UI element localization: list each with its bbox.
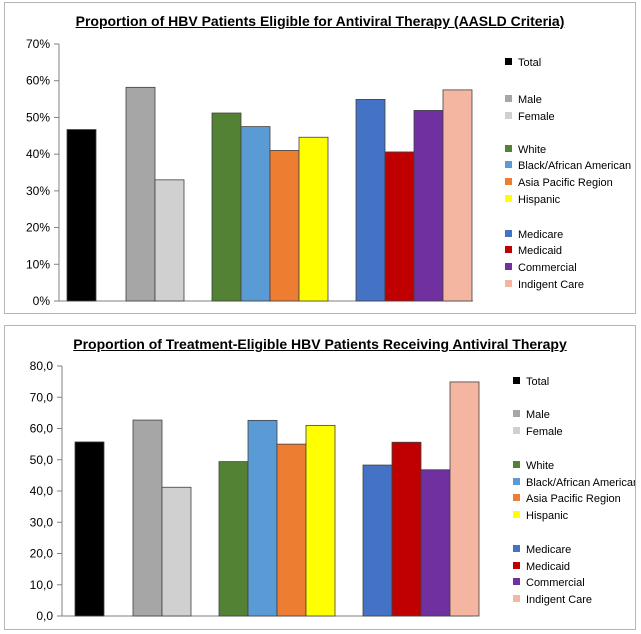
- chart-title: Proportion of Treatment-Eligible HBV Pat…: [73, 336, 567, 352]
- legend-label: Indigent Care: [526, 594, 592, 606]
- legend-label: Total: [518, 57, 541, 69]
- bar-hispanic: [298, 136, 329, 302]
- y-tick-label: 70,0: [30, 390, 54, 404]
- bar-male: [125, 86, 156, 302]
- legend-swatch: [513, 595, 520, 602]
- y-tick-label: 20,0: [30, 547, 54, 561]
- legend-swatch: [505, 161, 512, 168]
- legend-label: Black/African American: [518, 160, 631, 172]
- legend-label: Hispanic: [526, 510, 569, 522]
- bar-asia-pacific-region: [269, 150, 300, 302]
- legend-label: Male: [526, 409, 550, 421]
- y-tick-label: 70%: [26, 37, 50, 51]
- bar-white: [218, 461, 249, 617]
- bar-commercial: [413, 110, 444, 302]
- legend-label: White: [518, 144, 546, 156]
- legend-label: Black/African American: [526, 477, 635, 489]
- y-tick-label: 20%: [26, 221, 50, 235]
- legend-label: Commercial: [526, 577, 585, 589]
- legend-swatch: [513, 494, 520, 501]
- y-tick-label: 50,0: [30, 453, 54, 467]
- y-tick-label: 50%: [26, 110, 50, 124]
- bar-male: [132, 419, 163, 617]
- legend-swatch: [505, 95, 512, 102]
- legend-swatch: [513, 578, 520, 585]
- legend-swatch: [505, 58, 512, 65]
- chart-panel-treatment: Proportion of Treatment-Eligible HBV Pat…: [4, 325, 639, 630]
- legend-swatch: [505, 263, 512, 270]
- legend-label: Female: [526, 426, 563, 438]
- chart-panel-eligibility: Proportion of HBV Patients Eligible for …: [4, 2, 636, 314]
- bar-indigent-care: [442, 89, 473, 302]
- legend-label: Asia Pacific Region: [518, 177, 613, 189]
- chart-title: Proportion of HBV Patients Eligible for …: [75, 13, 565, 29]
- bar-total: [74, 441, 105, 617]
- bar-female: [161, 486, 192, 617]
- bar-medicaid: [384, 151, 415, 302]
- bar-medicaid: [391, 441, 422, 617]
- bar-medicare: [355, 99, 386, 302]
- legend-swatch: [505, 112, 512, 119]
- legend-swatch: [513, 410, 520, 417]
- bar-black-african-american: [240, 126, 271, 302]
- bar-black-african-american: [247, 419, 278, 617]
- legend-label: Asia Pacific Region: [526, 493, 621, 505]
- y-tick-label: 40,0: [30, 484, 54, 498]
- legend-swatch: [505, 178, 512, 185]
- legend-label: Indigent Care: [518, 279, 584, 291]
- legend-swatch: [513, 377, 520, 384]
- legend-label: Male: [518, 94, 542, 106]
- legend-swatch: [513, 461, 520, 468]
- legend-label: Female: [518, 111, 555, 123]
- bar-medicare: [362, 464, 393, 617]
- bar-total: [66, 129, 97, 302]
- bar-female: [154, 179, 185, 302]
- legend-swatch: [505, 230, 512, 237]
- legend-swatch: [505, 195, 512, 202]
- bar-asia-pacific-region: [276, 443, 307, 617]
- legend-label: Medicare: [526, 544, 571, 556]
- legend-swatch: [513, 562, 520, 569]
- bar-commercial: [420, 469, 451, 617]
- legend-swatch: [505, 145, 512, 152]
- bar-indigent-care: [449, 381, 480, 617]
- eligibility-bar-chart: 0% 10% 20% 30% 40% 50% 60% 70% Total Male Female Wh…: [26, 37, 631, 308]
- legend-label: Medicaid: [518, 245, 562, 257]
- y-tick-label: 60,0: [30, 422, 54, 436]
- y-tick-label: 40%: [26, 147, 50, 161]
- legend-label: Commercial: [518, 262, 577, 274]
- legend-label: Total: [526, 376, 549, 388]
- y-tick-label: 10,0: [30, 578, 54, 592]
- treatment-bar-chart: 0,0 10,0 20,0 30,0 40,0 50,0 60,0 70,0 80,0 Total…: [30, 359, 639, 623]
- legend-swatch: [513, 427, 520, 434]
- y-tick-label: 0,0: [36, 609, 53, 623]
- legend-label: Medicare: [518, 229, 563, 241]
- legend-swatch: [513, 478, 520, 485]
- legend-label: White: [526, 460, 554, 472]
- y-tick-label: 0%: [33, 294, 51, 308]
- y-tick-label: 30,0: [30, 515, 54, 529]
- legend-label: Medicaid: [526, 561, 570, 573]
- legend-swatch: [513, 511, 520, 518]
- y-tick-label: 30%: [26, 184, 50, 198]
- bar-white: [211, 112, 242, 302]
- legend-swatch: [505, 280, 512, 287]
- bar-hispanic: [305, 424, 336, 617]
- y-tick-label: 60%: [26, 74, 50, 88]
- y-tick-label: 10%: [26, 257, 50, 271]
- y-tick-label: 80,0: [30, 359, 54, 373]
- legend-label: Hispanic: [518, 194, 561, 206]
- legend-swatch: [513, 545, 520, 552]
- legend-swatch: [505, 246, 512, 253]
